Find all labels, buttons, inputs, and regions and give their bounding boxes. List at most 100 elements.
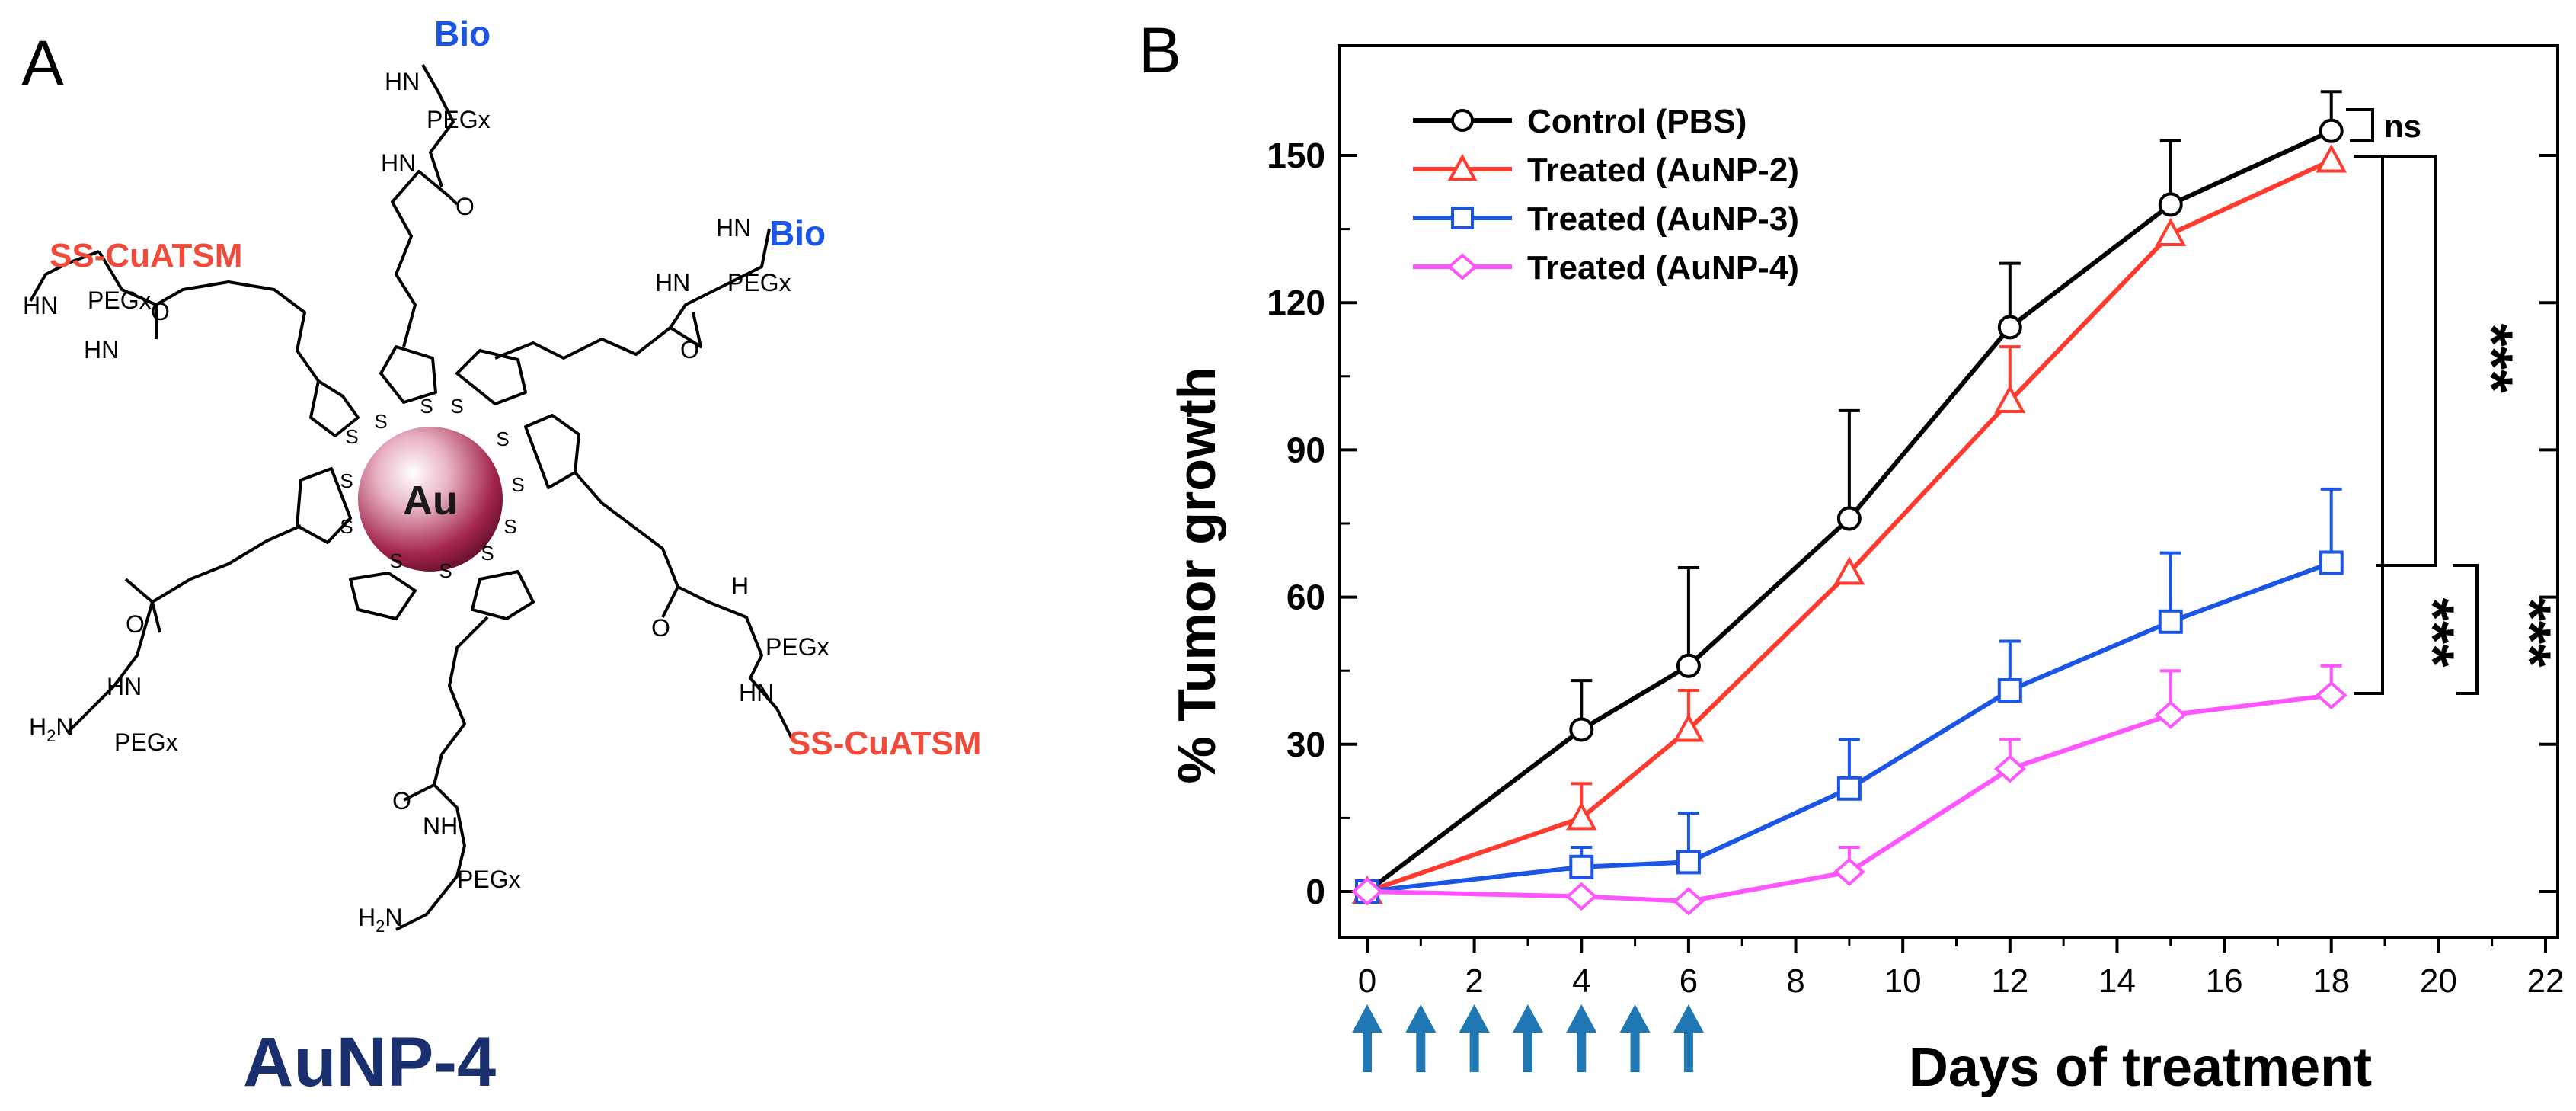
- hn-label: HN: [716, 214, 751, 242]
- series-markers: [1350, 118, 2347, 916]
- x-tick-label: 16: [2206, 962, 2243, 1000]
- arrow-head: [1512, 1004, 1543, 1033]
- y-tick-label: 150: [1267, 136, 1325, 175]
- legend-label: Treated (AuNP-2): [1527, 152, 1799, 189]
- data-point-square: [1997, 677, 2022, 703]
- significance-stars: ***: [2400, 597, 2467, 668]
- data-point-triangle: [1833, 556, 1865, 585]
- h-label: H: [731, 572, 749, 600]
- treatment-arrow: [1566, 1004, 1597, 1072]
- peg-label: PEGx: [457, 866, 521, 893]
- x-tick-label: 14: [2098, 962, 2136, 1000]
- bio-label: Bio: [434, 14, 491, 53]
- data-point-diamond: [1672, 887, 1705, 916]
- x-tick-label: 6: [1680, 962, 1698, 1000]
- bracket-aunp2-aunp4: [2354, 155, 2384, 695]
- data-point-circle: [1836, 506, 1862, 531]
- significance-brackets: [2346, 108, 2479, 695]
- treatment-arrow: [1405, 1004, 1437, 1072]
- y-tick-label: 120: [1267, 283, 1325, 322]
- nh-label: NH: [423, 812, 458, 840]
- treatment-arrow: [1512, 1004, 1543, 1072]
- sulfur-label: S: [503, 515, 516, 538]
- legend-label: Treated (AuNP-4): [1527, 249, 1799, 287]
- treatment-arrow: [1352, 1004, 1382, 1072]
- h2n-h: H: [358, 904, 376, 931]
- y-ticks: 0 30 60 90 120 150: [1267, 136, 2558, 911]
- h2n-h: H: [29, 713, 46, 741]
- x-tick-label: 0: [1358, 962, 1376, 1000]
- arrow-head: [1405, 1004, 1437, 1033]
- arrow-shaft: [1363, 1030, 1372, 1072]
- treatment-arrow: [1459, 1004, 1490, 1072]
- data-point-square: [1676, 850, 1701, 875]
- x-tick-label: 2: [1465, 962, 1483, 1000]
- h2n-n: N: [385, 904, 402, 931]
- x-tick-label: 12: [1991, 962, 2028, 1000]
- data-point-diamond: [1350, 877, 1384, 906]
- peg-label: PEGx: [114, 728, 178, 756]
- data-point-triangle: [2155, 217, 2187, 247]
- h2n-n: N: [56, 713, 73, 741]
- sulfur-label: S: [481, 542, 494, 565]
- arrow-shaft: [1630, 1030, 1640, 1072]
- sulfur-label: S: [389, 549, 402, 572]
- arrow-shaft: [1469, 1030, 1479, 1072]
- arrow-head: [1459, 1004, 1490, 1033]
- data-point-circle: [1569, 717, 1594, 742]
- data-point-triangle: [1565, 802, 1597, 831]
- carbonyl-o-label: O: [126, 610, 145, 638]
- bracket-aunp3-aunp4: [2453, 564, 2479, 695]
- peg-label: PEGx: [765, 633, 829, 661]
- h2n-label: H2N: [358, 904, 402, 936]
- data-point-circle: [1676, 653, 1701, 678]
- data-point-square: [1451, 207, 1474, 229]
- bio-label: Bio: [769, 213, 826, 253]
- h2n-label: H2N: [29, 713, 73, 745]
- y-tick-label: 0: [1306, 872, 1325, 911]
- data-point-triangle: [1447, 153, 1478, 181]
- legend-label: Treated (AuNP-3): [1527, 200, 1799, 238]
- compound-title: AuNP-4: [243, 1023, 496, 1101]
- x-tick-label: 18: [2312, 962, 2350, 1000]
- treatment-arrows: [1352, 1004, 1704, 1072]
- x-ticks: 0 2 4 6 8 10 12 14 16 18 20 22: [1358, 937, 2564, 1000]
- arrow-shaft: [1523, 1030, 1532, 1072]
- y-axis-label: % Tumor growth: [1167, 367, 1226, 784]
- data-point-square: [1836, 776, 1862, 801]
- sulfur-label: S: [511, 473, 524, 496]
- data-point-square: [2158, 609, 2183, 634]
- sulfur-label: S: [340, 515, 353, 538]
- panel-b: B % Tumor growth Days of treatment 03060…: [1139, 14, 2564, 1098]
- arrow-shaft: [1577, 1030, 1587, 1072]
- x-tick-label: 20: [2420, 962, 2457, 1000]
- peg-label: PEGx: [727, 269, 791, 296]
- data-point-triangle: [1673, 713, 1705, 742]
- sulfur-label: S: [345, 425, 358, 448]
- carbonyl-o-label: O: [392, 787, 411, 815]
- data-point-triangle: [2316, 144, 2347, 173]
- y-tick-label: 30: [1286, 725, 1325, 764]
- data-point-diamond: [1446, 253, 1478, 280]
- data-point-diamond: [1993, 754, 2026, 783]
- arrow-shaft: [1683, 1030, 1693, 1072]
- data-point-circle: [1451, 109, 1474, 132]
- x-axis-label: Days of treatment: [1909, 1037, 2372, 1098]
- panel-b-label: B: [1139, 14, 1181, 86]
- y-tick-label: 60: [1286, 578, 1325, 617]
- data-point-square: [2319, 550, 2344, 575]
- hn-label: HN: [381, 149, 416, 177]
- arrow-head: [1619, 1004, 1651, 1033]
- hn-label: HN: [739, 679, 774, 706]
- sulfur-label: S: [496, 427, 509, 450]
- x-tick-label: 8: [1786, 962, 1804, 1000]
- legend-label: Control (PBS): [1527, 103, 1747, 140]
- bracket-aunp2-aunp3: [2354, 155, 2437, 567]
- ligand-text-labels: Bio HN PEGx HN O HN Bio HN PEGx O SS-CuA…: [23, 14, 981, 936]
- data-point-circle: [2158, 192, 2183, 217]
- hn-label: HN: [655, 269, 690, 296]
- arrow-shaft: [1416, 1030, 1426, 1072]
- data-point-triangle: [1994, 384, 2026, 413]
- legend: Control (PBS) Treated (AuNP-2) Treated (Au…: [1413, 103, 1799, 287]
- carbonyl-o-label: O: [151, 298, 170, 325]
